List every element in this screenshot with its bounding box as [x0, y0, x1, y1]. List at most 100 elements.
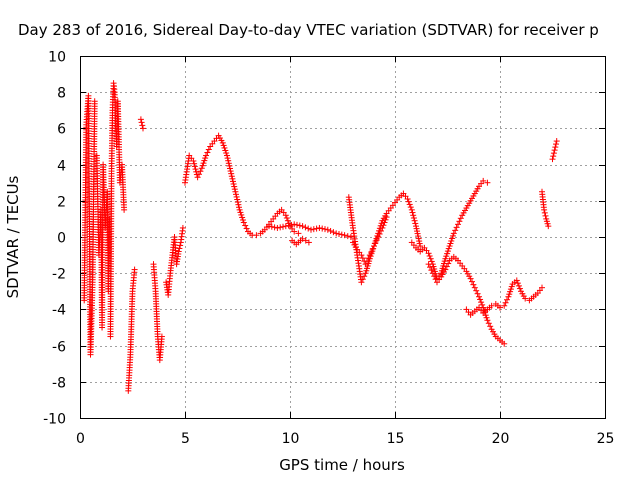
data-point — [234, 196, 241, 203]
data-point — [232, 188, 239, 195]
data-point — [477, 296, 484, 303]
data-point — [324, 226, 331, 233]
data-point — [192, 166, 199, 173]
data-point — [449, 235, 456, 242]
data-point — [408, 206, 415, 213]
data-point — [505, 293, 512, 300]
data-point — [271, 224, 278, 231]
data-point — [553, 138, 560, 145]
data-point — [361, 273, 368, 280]
data-point — [233, 191, 239, 198]
data-point — [550, 150, 557, 157]
grid-lines — [80, 56, 605, 418]
y-tick-label: 0 — [57, 231, 66, 247]
data-point — [411, 217, 418, 224]
data-point — [456, 218, 463, 225]
data-point — [381, 219, 388, 226]
data-point — [444, 248, 451, 255]
data-point — [224, 155, 231, 162]
data-point — [427, 255, 434, 262]
y-tick-label: -2 — [52, 267, 66, 283]
y-axis-label: SDTVAR / TECUs — [4, 175, 22, 298]
data-point — [316, 224, 323, 231]
data-point — [502, 299, 509, 306]
data-point — [446, 243, 453, 250]
data-point — [368, 249, 375, 256]
data-point — [220, 142, 227, 149]
data-point — [308, 226, 314, 233]
data-point — [383, 214, 390, 221]
x-tick-label: 25 — [597, 431, 615, 447]
data-point — [139, 122, 146, 129]
data-point — [365, 255, 372, 262]
data-point — [333, 230, 340, 237]
data-point — [322, 226, 328, 233]
x-tick-label: 5 — [181, 431, 190, 447]
data-point — [237, 209, 244, 216]
data-point — [268, 223, 275, 230]
data-point — [443, 263, 450, 270]
data-point — [447, 240, 454, 247]
data-point — [542, 212, 549, 219]
data-point — [358, 279, 365, 286]
data-point — [539, 284, 545, 291]
data-point — [253, 232, 260, 239]
data-point — [282, 223, 289, 230]
data-point — [305, 225, 312, 232]
data-point — [515, 282, 522, 289]
data-point — [452, 227, 459, 234]
data-point — [507, 286, 514, 293]
data-point — [443, 253, 450, 260]
data-point — [131, 266, 138, 273]
data-point — [243, 225, 250, 232]
data-point — [372, 240, 379, 247]
data-point — [230, 180, 237, 187]
data-point — [284, 217, 291, 224]
data-point — [513, 277, 520, 284]
data-point — [406, 201, 413, 208]
data-point — [347, 234, 354, 240]
data-points — [81, 80, 560, 394]
data-point — [203, 152, 209, 159]
data-point — [471, 284, 478, 291]
data-point — [224, 152, 230, 159]
data-point — [366, 252, 373, 259]
data-point — [448, 237, 455, 244]
data-point — [457, 215, 464, 222]
data-point — [330, 229, 337, 236]
data-point — [407, 204, 414, 211]
data-point — [479, 301, 486, 308]
data-point — [137, 116, 144, 123]
data-point — [230, 178, 236, 185]
data-point — [197, 168, 204, 175]
x-tick-label: 0 — [76, 431, 85, 447]
data-point — [380, 222, 387, 229]
data-point — [202, 155, 209, 162]
data-point — [541, 209, 548, 216]
data-point — [410, 212, 417, 219]
data-point — [412, 220, 419, 227]
data-point — [299, 223, 306, 230]
data-point — [338, 231, 345, 238]
data-point — [319, 225, 326, 232]
data-point — [291, 228, 298, 235]
data-point — [238, 211, 245, 218]
data-point — [549, 156, 556, 163]
data-point — [223, 150, 230, 157]
data-point — [404, 195, 411, 202]
data-point — [231, 183, 238, 190]
data-point — [200, 160, 207, 167]
x-tick-label: 20 — [492, 431, 510, 447]
data-point — [176, 245, 183, 252]
data-point — [239, 214, 246, 221]
data-point — [442, 255, 449, 262]
data-point — [425, 250, 432, 257]
data-point — [442, 266, 449, 273]
data-point — [285, 222, 292, 229]
data-point — [274, 224, 281, 231]
data-point — [484, 179, 491, 186]
data-point — [336, 230, 342, 237]
data-point — [362, 261, 369, 268]
data-point — [138, 119, 145, 126]
